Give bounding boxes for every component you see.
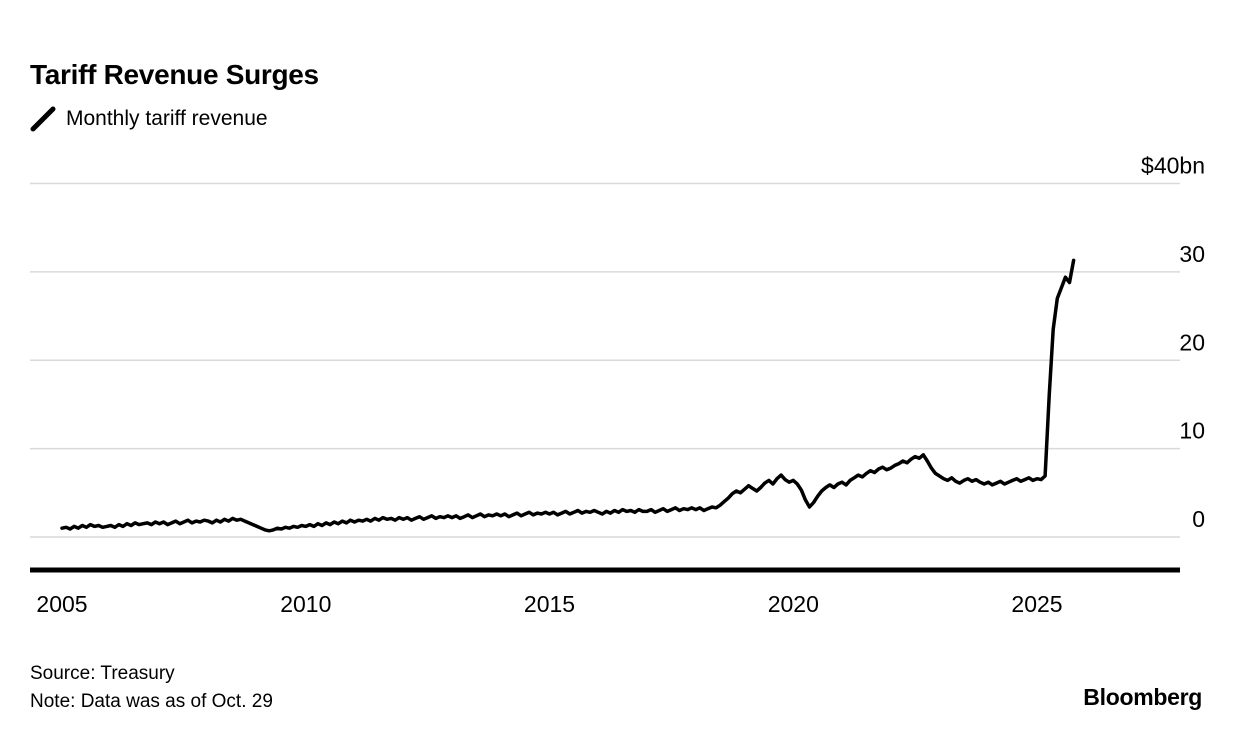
x-tick-label: 2020 <box>768 591 819 617</box>
footer: Source: Treasury Note: Data was as of Oc… <box>30 660 273 715</box>
page-title: Tariff Revenue Surges <box>30 58 319 90</box>
y-tick-label: $40bn <box>1141 153 1205 179</box>
y-tick-label: 0 <box>1192 506 1205 532</box>
legend-label: Monthly tariff revenue <box>66 107 268 130</box>
x-tick-label: 2025 <box>1011 591 1062 617</box>
legend-line-icon <box>30 106 56 132</box>
source-line: Source: Treasury <box>30 663 175 684</box>
bloomberg-logo: Bloomberg <box>1083 684 1202 710</box>
y-tick-label: 20 <box>1179 329 1205 355</box>
note-line: Note: Data was as of Oct. 29 <box>30 690 273 712</box>
y-tick-label: 30 <box>1179 241 1205 267</box>
y-tick-label: 10 <box>1179 418 1205 444</box>
x-tick-label: 2010 <box>280 591 331 617</box>
x-tick-label: 2005 <box>36 591 87 617</box>
x-tick-label: 2015 <box>524 591 575 617</box>
series-line <box>60 258 1076 533</box>
legend: Monthly tariff revenue <box>30 106 268 132</box>
